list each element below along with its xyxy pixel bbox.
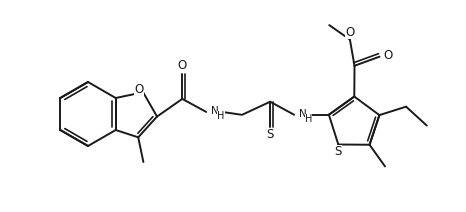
Text: S: S <box>335 145 342 158</box>
Text: N: N <box>299 109 307 119</box>
Text: H: H <box>305 114 313 124</box>
Text: H: H <box>217 111 225 121</box>
Text: O: O <box>178 59 187 72</box>
Text: O: O <box>345 26 355 39</box>
Text: O: O <box>135 83 144 96</box>
Text: S: S <box>267 128 274 141</box>
Text: O: O <box>383 49 392 62</box>
Text: N: N <box>211 106 219 116</box>
